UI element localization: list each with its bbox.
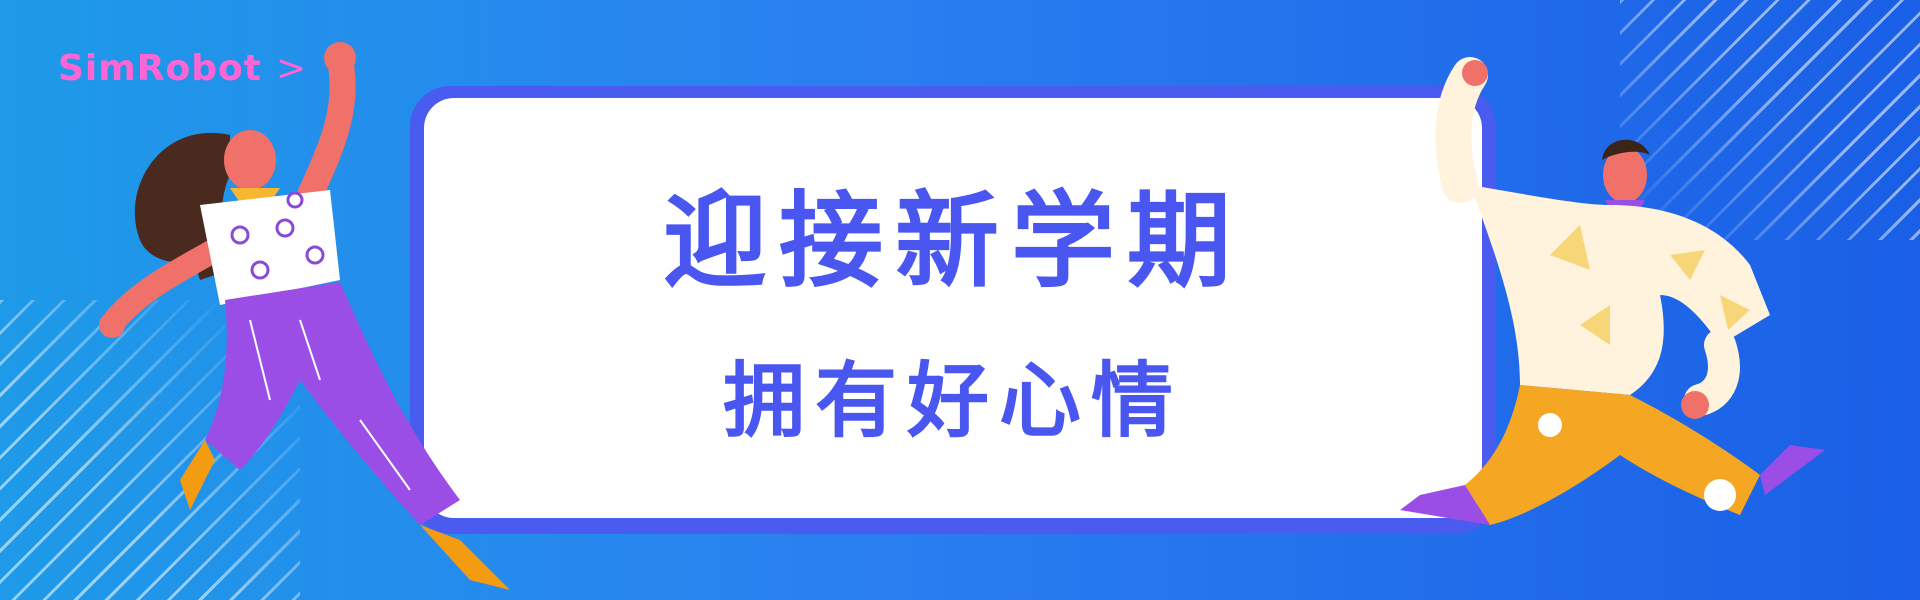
girl-jumping-illustration	[99, 42, 510, 590]
brand-link[interactable]: SimRobot >	[58, 48, 307, 89]
chevron-right-icon: >	[275, 48, 308, 89]
headline-line-1: 迎接新学期	[662, 180, 1243, 302]
diagonal-stripes-top-right	[1620, 0, 1920, 240]
boy-jumping-illustration	[1400, 57, 1825, 525]
brand-name: SimRobot	[58, 48, 262, 89]
headline-line-2: 拥有好心情	[722, 354, 1183, 449]
headline-card: 迎接新学期 拥有好心情	[424, 98, 1482, 518]
